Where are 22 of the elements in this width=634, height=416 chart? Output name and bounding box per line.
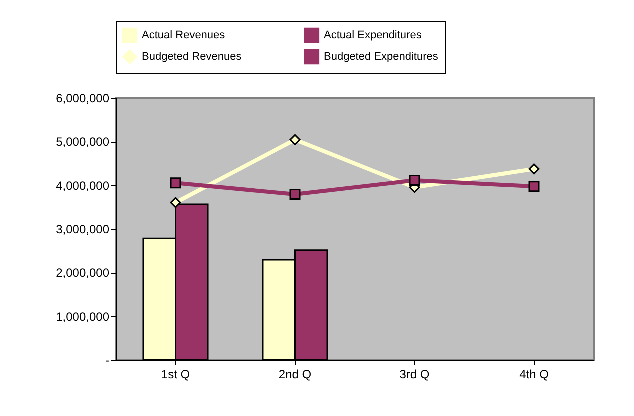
x-tick-label: 3rd Q: [400, 368, 430, 382]
y-tick-label: 5,000,000: [56, 135, 110, 150]
legend-label: Budgeted Revenues: [142, 51, 242, 63]
point: [290, 189, 301, 200]
y-tick-label: -: [106, 354, 110, 368]
x-tick-label: 2nd Q: [278, 368, 312, 382]
x-tick-label: 4th Q: [520, 368, 549, 382]
y-tick-label: 1,000,000: [56, 310, 110, 324]
point: [528, 181, 540, 192]
point: [170, 178, 182, 189]
y-tick-label: 6,000,000: [56, 92, 110, 106]
point: [409, 175, 420, 186]
point: [290, 134, 301, 146]
legend-label: Actual Revenues: [142, 29, 226, 42]
y-tick-label: 3,000,000: [56, 222, 110, 236]
point: [170, 197, 182, 208]
y-tick-label: 2,000,000: [56, 266, 110, 280]
legend-label: Budgeted Expenditures: [324, 51, 439, 63]
x-tick-label: 1st Q: [161, 368, 190, 382]
legend-label: Actual Expenditures: [324, 29, 422, 42]
y-tick-label: 4,000,000: [56, 178, 110, 193]
point: [528, 164, 540, 175]
